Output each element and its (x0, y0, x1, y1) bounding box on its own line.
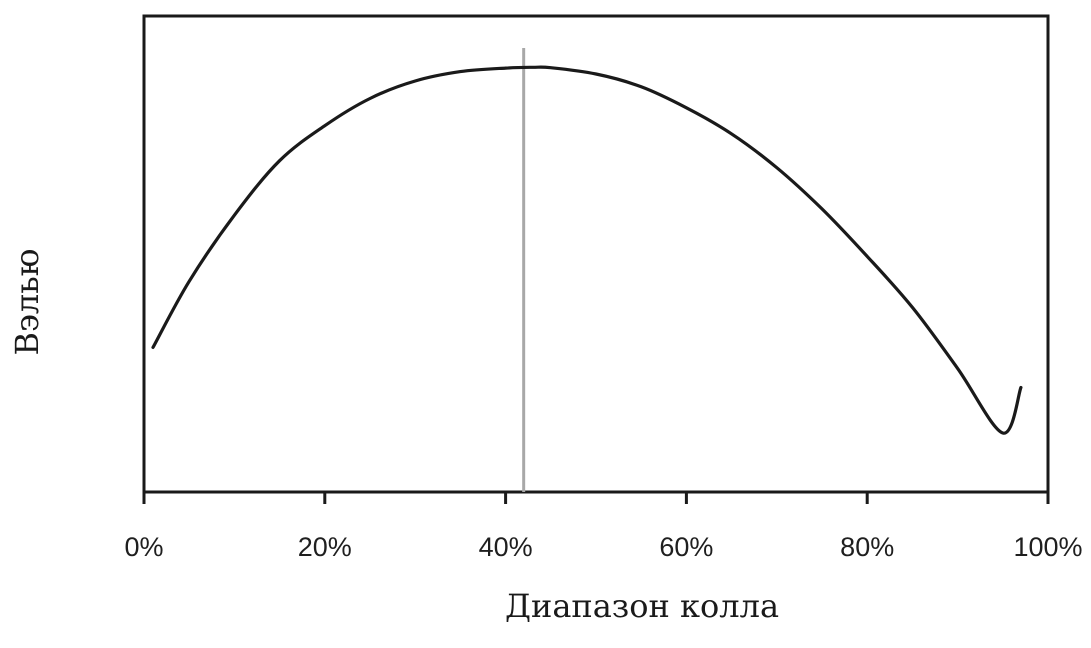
x-tick-label: 0% (124, 532, 163, 562)
x-axis-ticks (142, 492, 1050, 504)
x-tick-label: 60% (659, 532, 713, 562)
plot-area-frame (142, 14, 1050, 494)
x-tick-label: 40% (479, 532, 533, 562)
x-axis-title: Диапазон колла (505, 587, 779, 625)
x-tick-label: 20% (298, 532, 352, 562)
y-axis-title: Вэлью (8, 248, 46, 355)
value-curve-line (151, 65, 1023, 435)
x-tick-label: 80% (840, 532, 894, 562)
x-tick-label: 100% (1013, 532, 1082, 562)
x-axis-tick-labels: 0% 20% 40% 60% 80% 100% (124, 532, 1082, 562)
